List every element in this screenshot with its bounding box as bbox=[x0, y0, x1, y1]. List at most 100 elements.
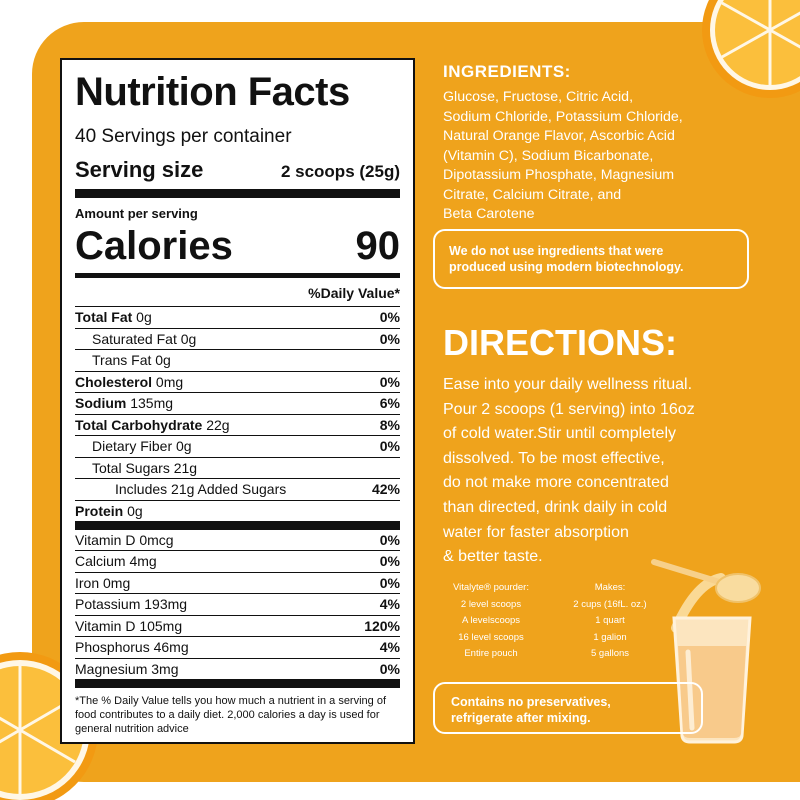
nutrient-row: Total Sugars 21g bbox=[75, 458, 400, 479]
vitamin-name: Vitamin D 0mcg bbox=[75, 531, 174, 548]
mix-table-cell: 16 level scoops bbox=[458, 631, 524, 643]
glass-icon bbox=[651, 559, 761, 744]
storage-notice-line: refrigerate after mixing. bbox=[451, 711, 591, 725]
mix-table-cell: 1 galion bbox=[593, 631, 627, 643]
nutrient-name-bold: Total Carbohydrate bbox=[75, 416, 203, 433]
vitamin-row: Magnesium 3mg 0% bbox=[75, 659, 400, 688]
nutrient-name-bold: Cholesterol bbox=[75, 373, 153, 390]
mix-table-right-column: Makes: 2 cups (16fL. oz.) 1 quart 1 gali… bbox=[550, 580, 670, 663]
biotech-notice-box: We do not use ingredients that were prod… bbox=[433, 229, 749, 289]
nutrient-name: Dietary Fiber 0g bbox=[92, 438, 192, 454]
mix-table-cell: 2 cups (16fL. oz.) bbox=[573, 598, 647, 610]
vitamin-percent: 120% bbox=[364, 617, 400, 634]
vitamin-percent: 0% bbox=[379, 553, 400, 569]
ingredients-line: Natural Orange Flavor, Ascorbic Acid bbox=[443, 128, 675, 144]
mix-table-right-header: Makes: bbox=[594, 582, 626, 593]
nutrient-row: Trans Fat 0g bbox=[75, 350, 400, 372]
directions-line: dissolved. To be most effective, bbox=[443, 449, 665, 467]
vitamin-name: Potassium 193mg bbox=[75, 596, 188, 612]
vitamin-name: Phosphorus 46mg bbox=[75, 639, 189, 655]
nutrient-row: Includes 21g Added Sugars 42% bbox=[75, 479, 400, 501]
nutrient-name: Includes 21g Added Sugars bbox=[115, 481, 287, 497]
directions-line: Ease into your daily wellness ritual. bbox=[443, 376, 693, 393]
nutrient-name-bold: Sodium bbox=[75, 395, 127, 411]
orange-slice-icon bbox=[702, 0, 800, 98]
nutrient-row: Saturated Fat 0g 0% bbox=[75, 329, 400, 350]
nutrient-percent: 0% bbox=[379, 373, 400, 390]
nutrient-row: Protein 0g bbox=[75, 501, 400, 530]
nutrient-percent: 42% bbox=[371, 481, 400, 497]
nutrient-amount: 22g bbox=[202, 416, 230, 433]
directions-line: do not make more concentrated bbox=[443, 474, 669, 492]
nutrient-amount: 135mg bbox=[126, 395, 174, 411]
vitamin-percent: 0% bbox=[379, 574, 400, 591]
ingredients-title: INGREDIENTS: bbox=[443, 62, 571, 81]
vitamin-row: Potassium 193mg 4% bbox=[75, 594, 400, 616]
directions-line: than directed, drink daily in cold bbox=[443, 498, 668, 516]
mix-table-cell: A levelscoops bbox=[461, 615, 521, 626]
nutrient-name: Total Sugars 21g bbox=[92, 459, 198, 476]
scoop-icon bbox=[651, 559, 761, 603]
vitamin-row: Vitamin D 0mcg 0% bbox=[75, 530, 400, 551]
calories-label: Calories bbox=[75, 224, 233, 268]
servings-per-container: 40 Servings per container bbox=[75, 126, 292, 147]
nutrient-name-bold: Total Fat bbox=[75, 309, 133, 325]
storage-notice-line: Contains no preservatives, bbox=[451, 695, 611, 709]
nutrition-facts-title: Nutrition Facts bbox=[75, 70, 350, 114]
directions-title: DIRECTIONS: bbox=[443, 322, 677, 363]
nutrition-facts-label: Nutrition Facts 40 Servings per containe… bbox=[60, 58, 415, 744]
vitamin-row: Phosphorus 46mg 4% bbox=[75, 637, 400, 659]
nutrient-name: Trans Fat 0g bbox=[92, 352, 171, 368]
nutrient-name: Saturated Fat 0g bbox=[92, 330, 197, 347]
ingredients-line: (Vitamin C), Sodium Bicarbonate, bbox=[443, 147, 654, 164]
vitamin-name: Calcium 4mg bbox=[75, 553, 157, 569]
mix-table-left-column: Vitalyte® pourder: 2 level scoops A leve… bbox=[436, 580, 546, 663]
serving-size-row: Serving size 2 scoops (25g) bbox=[75, 157, 400, 198]
vitamin-percent: 0% bbox=[379, 660, 400, 677]
biotech-notice-line: We do not use ingredients that were bbox=[449, 244, 664, 258]
nutrient-amount: 0g bbox=[123, 502, 143, 519]
ingredients-line: Sodium Chloride, Potassium Chloride, bbox=[443, 108, 683, 125]
nutrient-percent: 6% bbox=[379, 395, 400, 411]
calories-row: Calories 90 bbox=[75, 226, 400, 278]
ingredients-text: Glucose, Fructose, Citric Acid, Sodium C… bbox=[443, 88, 763, 225]
ingredients-line: Beta Carotene bbox=[443, 206, 535, 222]
ingredients-line: Citrate, Calcium Citrate, and bbox=[443, 186, 622, 203]
mix-table-cell: Entire pouch bbox=[464, 648, 518, 659]
vitamin-name: Iron 0mg bbox=[75, 574, 131, 591]
directions-line: & better taste. bbox=[443, 548, 543, 566]
directions-text: Ease into your daily wellness ritual. Po… bbox=[443, 373, 763, 570]
directions-line: of cold water.Stir until completely bbox=[443, 425, 676, 443]
nutrient-row: Dietary Fiber 0g 0% bbox=[75, 436, 400, 458]
nutrient-percent: 0% bbox=[379, 309, 400, 325]
amount-per-serving: Amount per serving bbox=[75, 206, 198, 221]
nutrient-percent: 0% bbox=[379, 330, 400, 347]
serving-size-label: Serving size bbox=[75, 157, 204, 182]
vitamin-percent: 4% bbox=[379, 639, 400, 655]
directions-line: Pour 2 scoops (1 serving) into 16oz bbox=[443, 400, 695, 418]
nutrient-row: Total Fat 0g 0% bbox=[75, 307, 400, 329]
nutrient-name-bold: Protein bbox=[75, 502, 124, 519]
daily-value-footnote: *The % Daily Value tells you how much a … bbox=[75, 694, 387, 735]
vitamin-row: Iron 0mg 0% bbox=[75, 573, 400, 594]
vitamin-row: Calcium 4mg 0% bbox=[75, 551, 400, 573]
mix-table-cell: 5 gallons bbox=[590, 648, 630, 659]
nutrient-percent: 0% bbox=[379, 438, 400, 454]
storage-notice-box: Contains no preservatives, refrigerate a… bbox=[433, 682, 703, 734]
daily-value-header: %Daily Value* bbox=[75, 278, 400, 307]
nutrient-row: Cholesterol 0mg 0% bbox=[75, 372, 400, 393]
directions-line: water for faster absorption bbox=[443, 523, 629, 541]
biotech-notice-line: produced using modern biotechnology. bbox=[449, 260, 684, 274]
mix-table-cell: 2 level scoops bbox=[460, 598, 522, 610]
nutrient-row: Total Carbohydrate 22g 8% bbox=[75, 415, 400, 436]
nutrient-row: Sodium 135mg 6% bbox=[75, 393, 400, 415]
mix-table-cell: 1 quart bbox=[595, 615, 625, 626]
calories-value: 90 bbox=[355, 224, 401, 268]
nutrient-amount: 0g bbox=[132, 309, 152, 325]
serving-size-value: 2 scoops (25g) bbox=[280, 162, 400, 181]
nutrient-percent: 8% bbox=[379, 416, 400, 433]
ingredients-line: Glucose, Fructose, Citric Acid, bbox=[443, 89, 634, 105]
ingredients-line: Dipotassium Phosphate, Magnesium bbox=[443, 167, 675, 183]
vitamin-row: Vitamin D 105mg 120% bbox=[75, 616, 400, 637]
vitamin-name: Magnesium 3mg bbox=[75, 660, 179, 677]
